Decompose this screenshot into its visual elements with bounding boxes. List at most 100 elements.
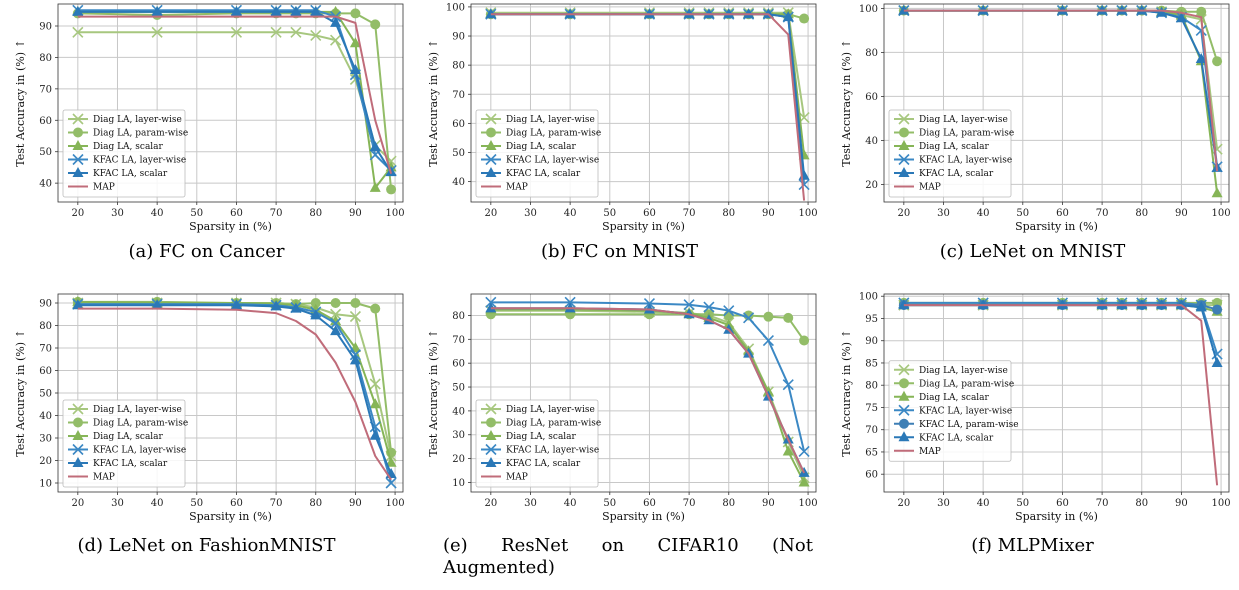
y-tick-label: 50 [452,148,465,159]
data-point [330,317,342,329]
data-point [369,141,381,151]
x-axis-label: Sparsity in (%) [189,220,272,233]
caption-a: (a) FC on Cancer [128,241,285,262]
legend-label: Diag LA, layer-wise [93,405,182,415]
y-tick-label: 40 [865,136,878,147]
legend-label: Diag LA, param-wise [506,129,601,139]
legend-marker [898,404,910,416]
panel-lenet-mnist: 20 30 40 50 60 70 80 90 100 20 40 60 80 100 Sparsity i… [826,0,1239,295]
legend-marker [485,113,497,125]
x-tick-label: 60 [230,208,243,219]
series-line [903,304,1219,486]
panel-fc-mnist: 20 30 40 50 60 70 80 90 100 40 50 60 70 80 90 100 Sparsi… [413,0,826,295]
data-point [72,5,84,16]
series-line [490,11,806,118]
data-point [385,456,397,467]
axes-frame [57,3,404,203]
legend-label: Diag LA, scalar [506,432,577,442]
x-tick-label: 80 [722,208,735,219]
legend-label: Diag LA, scalar [506,142,577,152]
y-tick-label: 20 [865,180,878,191]
data-point [782,11,794,22]
panel-fc-cancer: 20 30 40 50 60 70 80 90 100 40 50 60 70 80 90 Sparsity … [0,0,413,295]
x-tick-label: 80 [1135,208,1148,219]
data-point [798,178,810,191]
x-tick-label: 30 [937,498,950,509]
y-tick-label: 90 [39,299,52,310]
data-point [330,308,342,320]
legend-label: Diag LA, layer-wise [506,115,595,125]
data-point [799,13,810,24]
data-point [290,26,302,38]
x-tick-label: 70 [683,208,696,219]
y-axis-label: Test Accuracy in (%) ↑ [840,329,853,456]
x-tick-label: 90 [1175,498,1188,509]
legend: Diag LA, layer-wise Diag LA, param-wise Di… [475,399,601,488]
x-axis-label: Sparsity in (%) [189,510,272,523]
data-point [485,302,497,313]
data-point [330,298,341,308]
data-point [1175,12,1187,23]
x-tick-label: 60 [1056,208,1069,219]
chart-lenet-fashionmnist: 20 30 40 50 60 70 80 90 100 10 20 30 40 50 60 70 80 90 Spa… [14,293,405,523]
caption-e: (e) ResNet on CIFAR10 (Not Augmented) [443,535,813,578]
grid-lines [884,294,1229,492]
data-point [1195,301,1207,312]
x-tick-label: 100 [799,498,818,509]
y-tick-label: 80 [452,61,465,72]
x-tick-label: 50 [603,498,616,509]
y-axis-label: Test Accuracy in (%) ↑ [427,329,440,456]
legend-label: MAP [919,183,941,193]
data-point [643,303,655,314]
data-point [369,378,381,390]
x-tick-label: 50 [1016,208,1029,219]
legend-box [475,399,599,488]
legend-marker [485,153,497,166]
x-tick-label: 40 [151,498,164,509]
x-tick-label: 60 [1056,498,1069,509]
x-tick-label: 40 [977,208,990,219]
series-line [77,303,393,484]
axes-frame [470,3,817,203]
grid-lines [471,4,816,202]
data-point [270,26,282,38]
data-point [1211,187,1223,198]
y-tick-label: 100 [859,292,878,303]
data-point [898,4,910,15]
y-tick-label: 90 [39,22,52,33]
legend-label: KFAC LA, layer-wise [919,406,1012,416]
legend-label: KFAC LA, layer-wise [919,156,1012,166]
x-tick-label: 50 [603,208,616,219]
data-point [782,379,794,391]
x-tick-label: 90 [349,498,362,509]
y-tick-label: 60 [39,116,52,127]
data-point [386,184,397,195]
x-tick-label: 20 [484,208,497,219]
x-axis-label: Sparsity in (%) [602,220,685,233]
y-tick-label: 100 [859,4,878,15]
legend-marker [72,457,84,467]
series-kfac-la-scalar [72,299,397,478]
data-point [1212,304,1223,315]
y-tick-label: 30 [452,430,465,441]
legend-marker [898,364,910,376]
x-tick-label: 40 [564,208,577,219]
y-tick-label: 85 [865,358,878,369]
x-tick-label: 90 [762,208,775,219]
data-point [782,445,794,456]
y-tick-label: 70 [452,90,465,101]
legend: Diag LA, layer-wise Diag LA, param-wise Di… [62,399,188,488]
caption-d: (d) LeNet on FashionMNIST [77,535,336,556]
y-tick-label: 100 [446,2,465,13]
axes-frame [883,293,1230,493]
series-line [77,9,392,172]
x-tick-label: 80 [1135,498,1148,509]
chart-resnet-cifar10: 20 30 40 50 60 70 80 90 100 10 20 30 40 50 60 70 80 Spars… [427,293,818,523]
legend-label: KFAC LA, layer-wise [506,156,599,166]
x-tick-label: 70 [1096,498,1109,509]
series-map [903,9,1219,172]
legend-box [62,399,186,488]
y-axis-label: Test Accuracy in (%) ↑ [840,39,853,166]
legend-marker [485,457,497,467]
